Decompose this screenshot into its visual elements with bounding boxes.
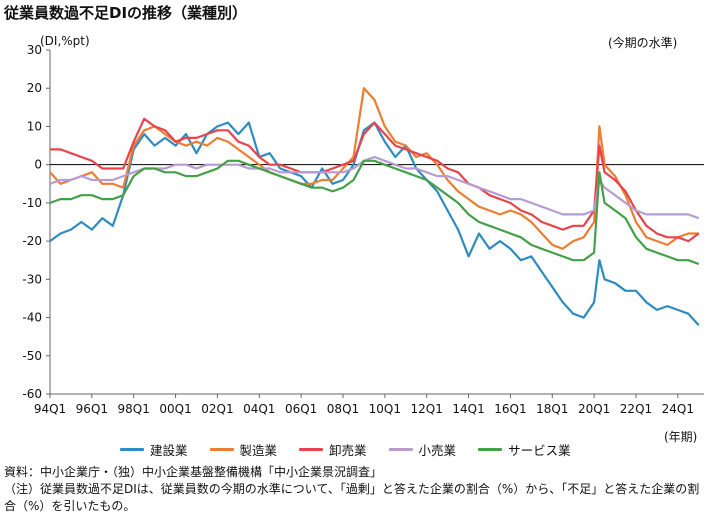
series-line-construction	[49, 121, 700, 326]
x-tick-label: 08Q1	[327, 402, 359, 416]
definition-note: （注）従業員数過不足DIは、従業員数の今期の水準について、「過剰」と答えた企業の…	[4, 482, 700, 513]
x-axis-unit-label: (年期)	[664, 430, 698, 444]
legend-label-wholesale: 卸売業	[329, 443, 367, 458]
x-tick-label: 04Q1	[243, 402, 275, 416]
y-tick-label: -30	[22, 272, 42, 286]
y-axis-unit-label: (DI,%pt)	[40, 34, 90, 48]
y-tick-label: -20	[22, 234, 42, 248]
x-tick-label: 02Q1	[201, 402, 233, 416]
series-line-wholesale	[50, 117, 700, 243]
x-tick-label: 06Q1	[285, 402, 317, 416]
legend-item-services: サービス業	[478, 440, 571, 459]
legend-label-retail: 小売業	[418, 443, 457, 458]
legend-label-services: サービス業	[508, 443, 571, 458]
legend-swatch-construction	[120, 448, 144, 451]
y-tick-label: 30	[27, 43, 42, 57]
legend-item-wholesale: 卸売業	[299, 440, 367, 459]
x-tick-label: 00Q1	[159, 402, 191, 416]
y-tick-label: 10	[27, 119, 42, 133]
series-line-retail	[49, 155, 700, 220]
legend-label-construction: 建設業	[150, 443, 188, 458]
x-tick-label: 10Q1	[369, 402, 401, 416]
x-tick-label: 20Q1	[578, 402, 610, 416]
legend-label-manufacturing: 製造業	[239, 443, 278, 458]
y-tick-label: 20	[27, 81, 42, 95]
x-tick-label: 98Q1	[118, 402, 150, 416]
x-tick-label: 16Q1	[494, 402, 526, 416]
x-tick-label: 12Q1	[411, 402, 443, 416]
legend-item-manufacturing: 製造業	[209, 440, 278, 459]
series-line-services	[49, 159, 700, 266]
line-chart: 30 20 10 0 -10 -20 -30 -40 -50 -60 94Q1 96Q1 98Q1 00…	[22, 43, 704, 416]
legend-swatch-retail	[388, 448, 413, 451]
x-tick-label: 18Q1	[536, 402, 568, 416]
legend-item-construction: 建設業	[120, 440, 188, 459]
y-tick-label: -50	[22, 349, 42, 363]
x-tick-label: 94Q1	[34, 402, 66, 416]
y-tick-label: 0	[34, 158, 42, 172]
x-tick-label: 24Q1	[662, 402, 694, 416]
legend-item-retail: 小売業	[388, 440, 457, 459]
legend-swatch-wholesale	[299, 448, 324, 451]
y-tick-label: -60	[22, 387, 42, 401]
x-tick-label: 22Q1	[620, 402, 652, 416]
level-note-label: (今期の水準)	[608, 36, 678, 50]
legend-swatch-manufacturing	[209, 448, 234, 451]
source-note: 資料：中小企業庁・（独）中小企業基盤整備機構「中小企業景況調査」	[4, 465, 383, 479]
chart-title: 従業員数過不足DIの推移（業種別）	[4, 4, 248, 22]
y-tick-label: -10	[22, 196, 42, 210]
legend-swatch-services	[478, 448, 503, 451]
y-tick-label: -40	[22, 311, 42, 325]
x-tick-label: 14Q1	[452, 402, 484, 416]
chart-legend: 建設業 製造業 卸売業 小売業 サービス業	[120, 440, 640, 459]
x-tick-label: 96Q1	[76, 402, 108, 416]
